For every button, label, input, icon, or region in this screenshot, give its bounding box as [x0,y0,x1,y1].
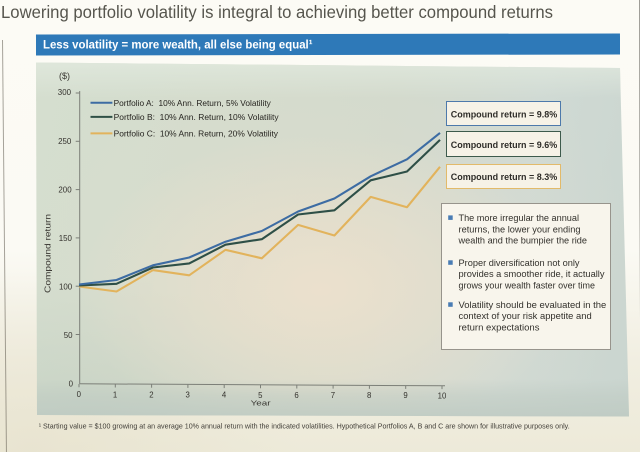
svg-text:9: 9 [403,391,407,400]
svg-text:Compound return = 9.8%: Compound return = 9.8% [451,110,558,120]
svg-text:grows your wealth faster over: grows your wealth faster over time [459,281,596,291]
svg-text:¹ Starting value = $100 growin: ¹ Starting value = $100 growing at an av… [39,422,570,431]
svg-text:200: 200 [58,184,72,194]
svg-text:0: 0 [77,390,82,399]
svg-text:Proper diversification not onl: Proper diversification not only [459,258,581,268]
svg-text:1: 1 [113,390,117,399]
svg-text:10: 10 [438,391,447,400]
svg-text:3: 3 [186,391,190,400]
svg-text:250: 250 [58,136,72,146]
svg-text:The more irregular the annual: The more irregular the annual [459,213,580,223]
svg-text:Less volatility = more wealth,: Less volatility = more wealth, all else … [43,37,313,51]
svg-text:300: 300 [58,87,72,97]
svg-text:2: 2 [149,390,153,399]
svg-text:Compound return: Compound return [43,214,53,293]
svg-text:150: 150 [59,233,73,243]
svg-text:5: 5 [258,391,263,400]
svg-text:Compound return = 8.3%: Compound return = 8.3% [451,172,558,182]
svg-text:Portfolio C: 10% Ann. Return,: Portfolio C: 10% Ann. Return, 20% Volati… [114,128,279,138]
svg-text:0: 0 [69,379,74,389]
svg-text:Lowering portfolio volatility: Lowering portfolio volatility is integra… [1,2,553,22]
svg-text:8: 8 [367,391,371,400]
svg-text:Compound return = 9.6%: Compound return = 9.6% [451,140,558,150]
svg-text:Portfolio B: 10% Ann. Return,: Portfolio B: 10% Ann. Return, 10% Volati… [114,112,280,122]
svg-text:Year: Year [251,399,272,408]
svg-text:Volatility should be evaluated: Volatility should be evaluated in the [459,300,607,310]
svg-text:provides a smoother ride, it a: provides a smoother ride, it actually [459,269,606,279]
svg-text:4: 4 [222,391,227,400]
svg-text:context of your risk appetite: context of your risk appetite and [459,311,592,321]
svg-text:Portfolio A: 10% Ann. Return,: Portfolio A: 10% Ann. Return, 5% Volatil… [114,98,272,108]
svg-text:50: 50 [64,330,73,340]
svg-text:6: 6 [294,391,298,400]
svg-text:100: 100 [59,282,73,292]
svg-text:($): ($) [59,71,70,81]
svg-text:return expectations: return expectations [459,323,541,333]
svg-text:wealth and the bumpier the rid: wealth and the bumpier the ride [457,236,587,246]
svg-text:returns, the lower your ending: returns, the lower your ending [459,224,581,234]
svg-text:7: 7 [331,391,335,400]
